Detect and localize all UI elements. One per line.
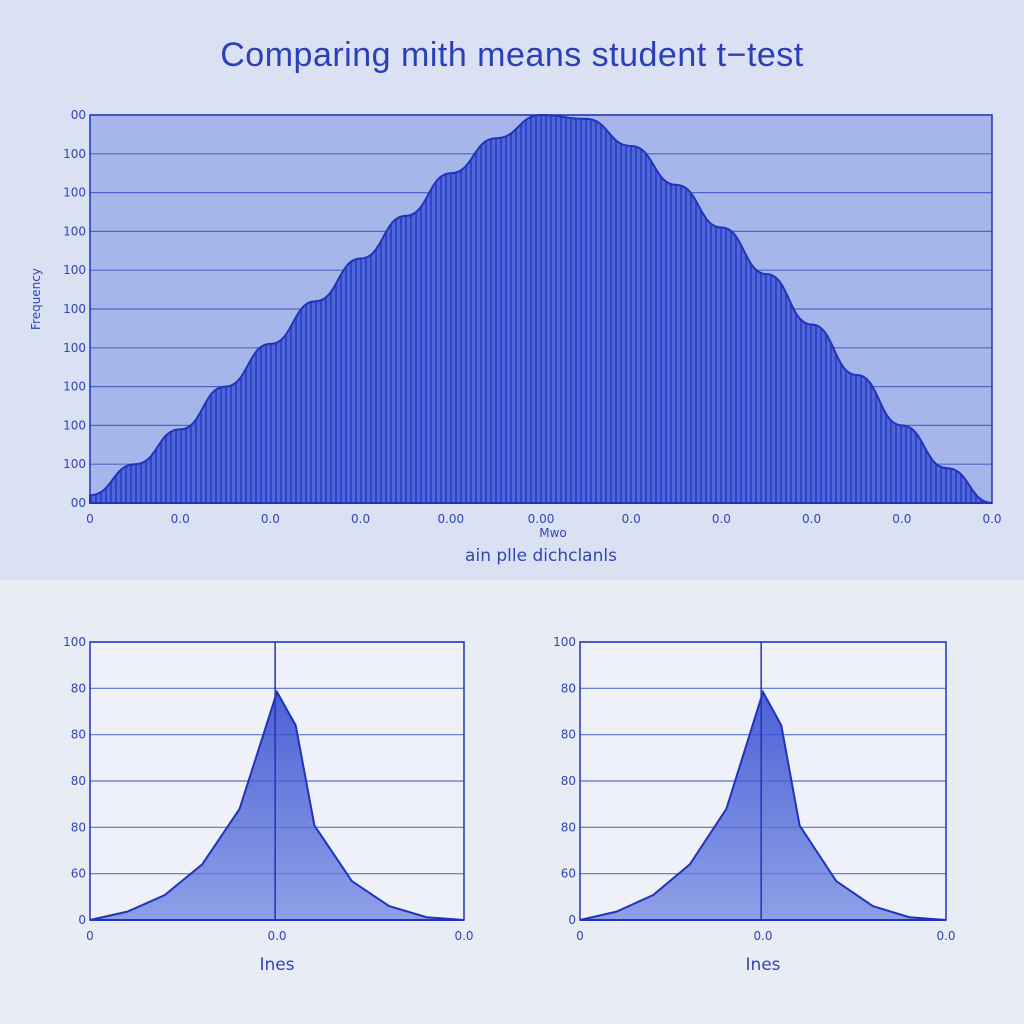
chart-title: Comparing mith means student t−test (220, 36, 804, 74)
y-tick-label: 100 (63, 263, 86, 277)
y-tick-label: 100 (63, 457, 86, 471)
x-axis-sublabel: Mwo (539, 526, 567, 540)
y-tick-label: 80 (71, 820, 86, 834)
x-tick-label: 0.0 (892, 512, 911, 526)
y-tick-label: 80 (561, 681, 576, 695)
x-axis-label: ain plle dichclanls (465, 546, 617, 566)
y-tick-label: 00 (71, 108, 86, 122)
x-tick-label: 0 (576, 929, 584, 943)
x-tick-label: 0.0 (454, 929, 473, 943)
series-area-2 (89, 689, 465, 921)
x-axis-label: Ines (259, 955, 294, 975)
y-tick-label: 80 (561, 728, 576, 742)
y-tick-label: 100 (63, 418, 86, 432)
y-axis-label: Frequency (29, 268, 43, 330)
x-tick-label: 0 (86, 929, 94, 943)
y-tick-label: 0 (78, 913, 86, 927)
y-tick-label: 100 (63, 302, 86, 316)
x-tick-label: 0.0 (622, 512, 641, 526)
x-tick-label: 0.0 (267, 929, 286, 943)
x-axis-label: Ines (745, 955, 780, 975)
x-tick-label: 0.0 (171, 512, 190, 526)
x-tick-label: 0 (86, 512, 94, 526)
y-tick-label: 100 (63, 635, 86, 649)
x-tick-label: 0.0 (982, 512, 1001, 526)
y-tick-label: 80 (71, 681, 86, 695)
y-tick-label: 100 (553, 635, 576, 649)
y-tick-label: 100 (63, 224, 86, 238)
x-tick-label: 0.0 (753, 929, 772, 943)
series-area-3 (579, 689, 947, 921)
x-tick-label: 0.0 (802, 512, 821, 526)
y-tick-label: 100 (63, 341, 86, 355)
y-tick-label: 00 (71, 496, 86, 510)
y-tick-label: 60 (71, 867, 86, 881)
plot-frame-1 (89, 114, 993, 504)
y-tick-label: 0 (568, 913, 576, 927)
x-tick-label: 0.00 (528, 512, 555, 526)
x-tick-label: 0.0 (712, 512, 731, 526)
y-tick-label: 80 (71, 728, 86, 742)
x-tick-label: 0.0 (261, 512, 280, 526)
y-tick-label: 100 (63, 186, 86, 200)
plot-frame-3 (579, 641, 947, 921)
y-tick-label: 100 (63, 147, 86, 161)
y-tick-label: 80 (71, 774, 86, 788)
y-tick-label: 80 (561, 820, 576, 834)
x-tick-label: 0.0 (351, 512, 370, 526)
plot-frame-2 (89, 641, 465, 921)
y-tick-label: 100 (63, 380, 86, 394)
y-tick-label: 60 (561, 867, 576, 881)
y-tick-label: 80 (561, 774, 576, 788)
x-tick-label: 0.00 (437, 512, 464, 526)
x-tick-label: 0.0 (936, 929, 955, 943)
